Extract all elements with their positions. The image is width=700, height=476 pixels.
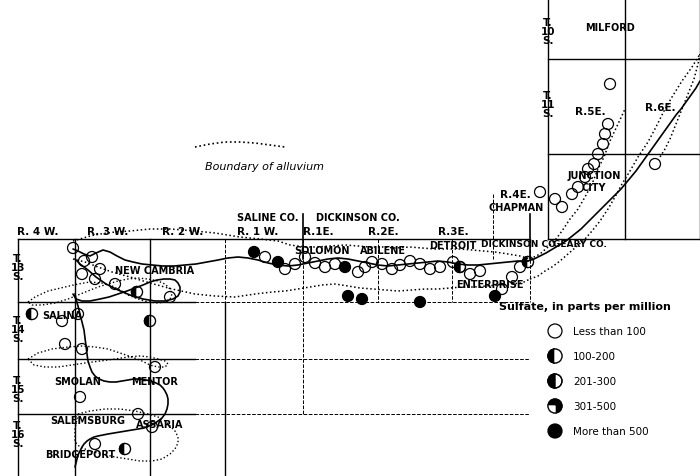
Text: Sulfate, in parts per million: Sulfate, in parts per million [499, 301, 671, 311]
Circle shape [489, 291, 500, 302]
Wedge shape [548, 374, 555, 388]
Text: T.
10
S.: T. 10 S. [540, 18, 555, 46]
Text: R.5E.: R.5E. [575, 107, 606, 117]
Text: SALINE CO.: SALINE CO. [237, 213, 299, 223]
Text: CHAPMAN: CHAPMAN [489, 203, 544, 213]
Wedge shape [132, 287, 137, 298]
Text: MENTOR: MENTOR [132, 376, 178, 386]
Circle shape [414, 297, 426, 308]
Text: R. 4 W.: R. 4 W. [18, 227, 59, 237]
Wedge shape [32, 309, 37, 320]
Text: MILFORD: MILFORD [585, 23, 635, 33]
Text: T.
14
S.: T. 14 S. [10, 315, 25, 344]
Text: R.6E.: R.6E. [645, 103, 676, 113]
Text: R. 1 W.: R. 1 W. [237, 227, 279, 237]
Text: 201-300: 201-300 [573, 376, 616, 386]
Text: R.3E.: R.3E. [438, 227, 468, 237]
Text: R. 3 W.: R. 3 W. [88, 227, 129, 237]
Text: 100-200: 100-200 [573, 351, 616, 361]
Circle shape [342, 291, 354, 302]
Text: SALEMSBURG: SALEMSBURG [50, 415, 125, 425]
Text: NEW CAMBRIA: NEW CAMBRIA [116, 266, 195, 276]
Text: T.
16
S.: T. 16 S. [10, 420, 25, 448]
Text: ABILENE: ABILENE [360, 246, 406, 256]
Text: T.
11
S.: T. 11 S. [540, 90, 555, 119]
Text: Less than 100: Less than 100 [573, 327, 646, 336]
Wedge shape [555, 349, 562, 363]
Wedge shape [27, 309, 32, 320]
Text: R.2E.: R.2E. [368, 227, 398, 237]
Wedge shape [548, 406, 555, 413]
Wedge shape [548, 349, 555, 363]
Text: ENTERPRISE: ENTERPRISE [456, 279, 524, 289]
Circle shape [548, 424, 562, 438]
Text: JUNCTION
CITY: JUNCTION CITY [567, 171, 621, 192]
Text: DICKINSON CO.: DICKINSON CO. [481, 240, 559, 249]
Text: ASSARIA: ASSARIA [136, 419, 183, 429]
Circle shape [272, 257, 284, 268]
Text: More than 500: More than 500 [573, 426, 649, 436]
Text: GEARY CO.: GEARY CO. [553, 240, 607, 249]
Wedge shape [522, 257, 528, 268]
Wedge shape [528, 257, 533, 268]
Wedge shape [125, 444, 130, 455]
Circle shape [356, 294, 368, 305]
Text: BRIDGEPORT: BRIDGEPORT [45, 449, 115, 459]
Wedge shape [454, 262, 460, 273]
Text: T.
13
S.: T. 13 S. [10, 253, 25, 282]
Text: DETROIT: DETROIT [429, 240, 477, 250]
Wedge shape [120, 444, 125, 455]
Circle shape [340, 262, 351, 273]
Text: SALINA: SALINA [42, 310, 82, 320]
Text: T.
15
S.: T. 15 S. [10, 375, 25, 403]
Text: DICKINSON CO.: DICKINSON CO. [316, 213, 400, 223]
Text: R.4E.: R.4E. [500, 189, 531, 199]
Wedge shape [150, 316, 155, 327]
Text: R. 2 W.: R. 2 W. [162, 227, 204, 237]
Wedge shape [144, 316, 150, 327]
Circle shape [548, 399, 562, 413]
Text: SMOLAN: SMOLAN [55, 376, 102, 386]
Text: SOLOMON: SOLOMON [294, 246, 350, 256]
Text: R.1E.: R.1E. [302, 227, 333, 237]
Wedge shape [137, 287, 142, 298]
Circle shape [248, 247, 260, 258]
Text: Boundary of alluvium: Boundary of alluvium [205, 162, 324, 172]
Text: 301-500: 301-500 [573, 401, 616, 411]
